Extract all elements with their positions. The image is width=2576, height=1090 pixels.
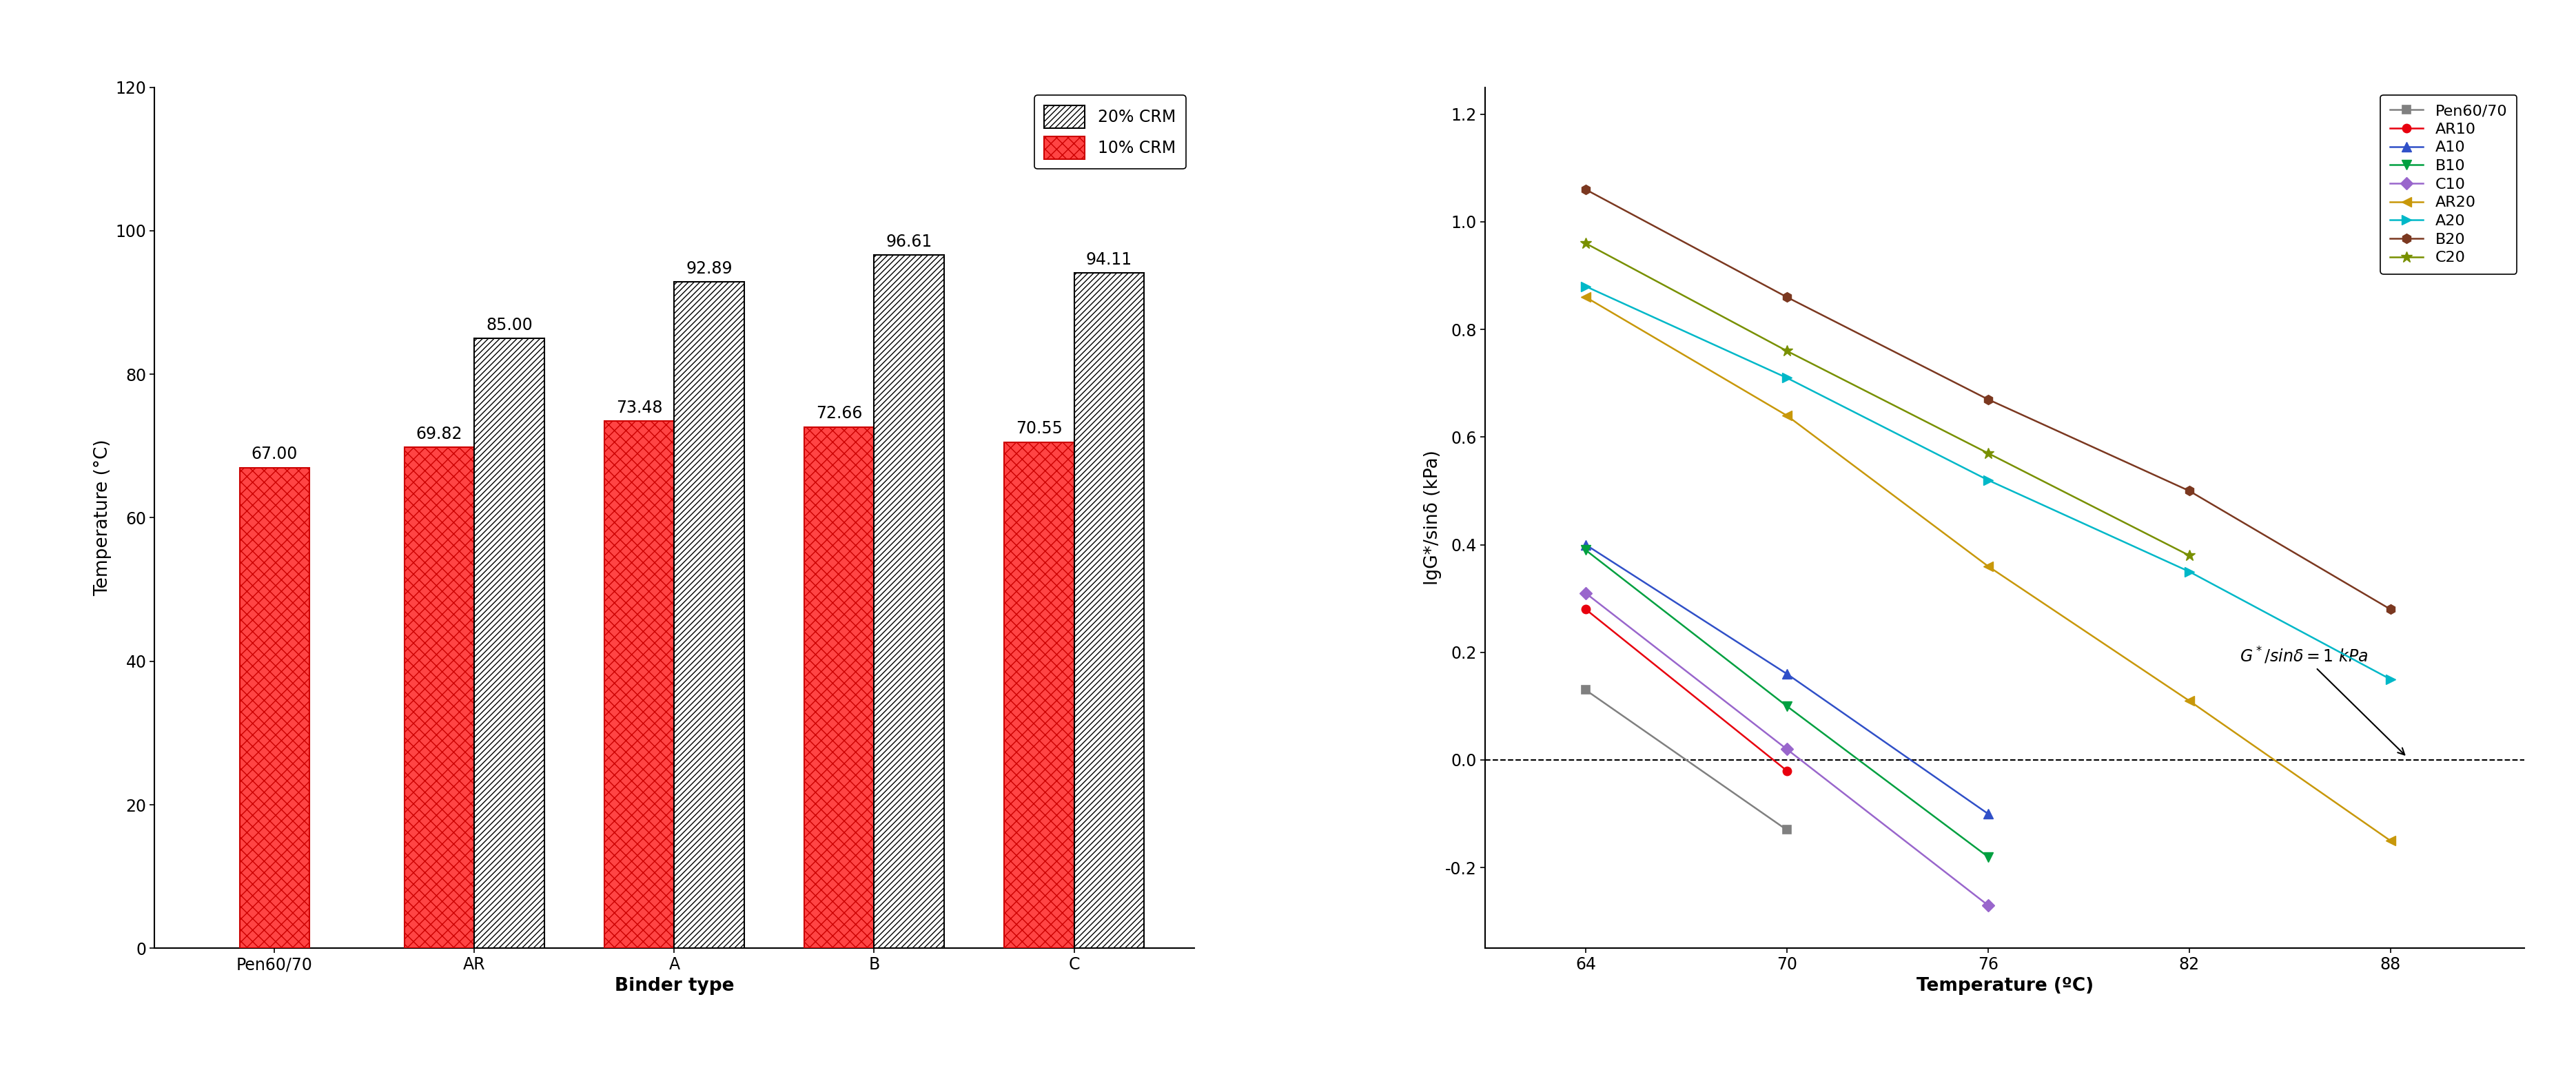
Bar [804,427,873,948]
Legend: 20% CRM, 10% CRM: 20% CRM, 10% CRM [1036,95,1185,169]
Line: AR20: AR20 [1582,292,2396,846]
Line: C10: C10 [1582,589,1991,909]
Bar [605,421,675,948]
C10 [1772,742,1803,755]
B10 [1973,850,2004,863]
Text: 92.89: 92.89 [685,261,732,277]
C20 [1571,237,1602,250]
Text: 70.55: 70.55 [1015,421,1061,437]
Text: 69.82: 69.82 [417,426,464,443]
A10 [1571,538,1602,552]
C20 [1973,447,2004,460]
B10 [1772,700,1803,713]
Pen60/70 [1571,683,1602,697]
Bar [873,255,945,948]
Text: 72.66: 72.66 [817,405,863,422]
AR20 [1571,291,1602,304]
A20 [1571,280,1602,293]
Line: B10: B10 [1582,545,1994,861]
AR10 [1772,764,1803,777]
A20 [1973,473,2004,486]
X-axis label: Binder type: Binder type [616,977,734,995]
Line: A20: A20 [1582,281,2396,685]
Text: $G^*/sin\delta=1\ kPa$: $G^*/sin\delta=1\ kPa$ [2239,645,2403,754]
B10 [1571,544,1602,557]
A10 [1973,808,2004,821]
A20 [2174,565,2205,578]
AR20 [1772,409,1803,422]
B20 [1772,291,1803,304]
AR20 [2174,694,2205,707]
B20 [1571,183,1602,196]
A20 [1772,372,1803,385]
A20 [2375,673,2406,686]
X-axis label: Temperature (ºC): Temperature (ºC) [1917,977,2094,995]
Text: 67.00: 67.00 [252,446,299,462]
Text: 73.48: 73.48 [616,399,662,416]
Text: 85.00: 85.00 [487,317,533,334]
Bar [240,468,309,948]
C20 [1772,344,1803,358]
Line: AR10: AR10 [1582,605,1790,775]
Line: B20: B20 [1582,184,2396,614]
Bar [675,281,744,948]
Text: 96.61: 96.61 [886,233,933,250]
AR10 [1571,603,1602,616]
Bar [1005,443,1074,948]
C10 [1973,898,2004,911]
Bar [474,338,544,948]
C20 [2174,549,2205,562]
B20 [2174,484,2205,497]
Bar [404,447,474,948]
B20 [2375,603,2406,616]
Line: Pen60/70: Pen60/70 [1582,686,1790,834]
Line: C20: C20 [1579,238,2195,561]
Pen60/70 [1772,823,1803,836]
AR20 [2375,834,2406,847]
Text: 94.11: 94.11 [1087,252,1133,268]
Legend: Pen60/70, AR10, A10, B10, C10, AR20, A20, B20, C20: Pen60/70, AR10, A10, B10, C10, AR20, A20… [2380,95,2517,274]
B20 [1973,392,2004,405]
Bar [1074,272,1144,948]
A10 [1772,667,1803,680]
Y-axis label: Temperature (°C): Temperature (°C) [93,439,111,596]
AR20 [1973,559,2004,572]
C10 [1571,586,1602,600]
Y-axis label: lgG*/sinδ (kPa): lgG*/sinδ (kPa) [1425,450,1443,585]
Line: A10: A10 [1582,540,1994,819]
